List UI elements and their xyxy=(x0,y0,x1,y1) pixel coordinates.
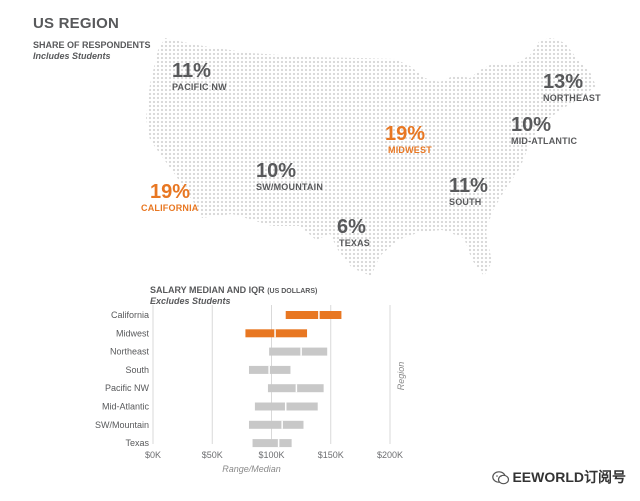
region-sw-mountain: 10% SW/MOUNTAIN xyxy=(256,160,323,192)
iqr-bar xyxy=(269,347,328,356)
region-pct: 10% xyxy=(256,160,297,182)
map-note: Includes Students xyxy=(33,51,111,61)
region-pct: 11% xyxy=(449,175,488,197)
chart-title-unit: (US DOLLARS) xyxy=(267,288,318,295)
chart-title: SALARY MEDIAN AND IQR (US DOLLARS) xyxy=(150,285,317,295)
region-name: CALIFORNIA xyxy=(141,203,199,213)
region-northeast: 13% NORTHEAST xyxy=(543,71,601,103)
wechat-icon xyxy=(492,471,510,485)
region-name: SOUTH xyxy=(449,197,482,207)
region-texas: 6% TEXAS xyxy=(337,216,370,248)
category-label: South xyxy=(125,365,149,375)
chart-title-text: SALARY MEDIAN AND IQR xyxy=(150,285,265,295)
region-name: PACIFIC NW xyxy=(172,82,227,92)
region-south: 11% SOUTH xyxy=(449,175,488,207)
region-midwest: 19% MIDWEST xyxy=(385,123,432,155)
category-label: Mid-Atlantic xyxy=(102,402,150,412)
us-map-shape xyxy=(146,38,596,276)
region-pct: 6% xyxy=(337,216,366,238)
us-dot-map xyxy=(146,38,596,276)
category-label: Texas xyxy=(125,438,149,448)
iqr-bar xyxy=(252,439,292,448)
x-tick-label: $50K xyxy=(202,450,223,460)
x-axis-label: Range/Median xyxy=(222,464,281,474)
watermark: EEWORLD订阅号 xyxy=(492,467,626,487)
map-subtitle: SHARE OF RESPONDENTS xyxy=(33,40,151,50)
region-pct: 13% xyxy=(543,71,584,93)
chart-subtitle: Excludes Students xyxy=(150,296,231,306)
category-label: Pacific NW xyxy=(105,383,150,393)
region-pacific-nw: 11% PACIFIC NW xyxy=(172,60,227,92)
y-axis-label: Region xyxy=(396,362,406,391)
iqr-bar xyxy=(285,311,342,319)
iqr-bar xyxy=(248,420,304,429)
region-name: MIDWEST xyxy=(388,145,432,155)
x-tick-label: $0K xyxy=(145,450,161,460)
region-name: TEXAS xyxy=(339,238,371,248)
region-california: 19% CALIFORNIA xyxy=(141,181,199,213)
category-label: SW/Mountain xyxy=(95,420,149,430)
region-mid-atlantic: 10% MID-ATLANTIC xyxy=(511,114,577,146)
region-pct: 11% xyxy=(172,60,211,82)
iqr-bar xyxy=(245,329,308,338)
region-pct: 19% xyxy=(150,181,191,203)
region-name: NORTHEAST xyxy=(543,93,601,103)
page-title: US REGION xyxy=(33,15,119,32)
region-name: SW/MOUNTAIN xyxy=(256,182,324,192)
region-name: MID-ATLANTIC xyxy=(511,136,578,146)
category-label: California xyxy=(111,310,149,320)
category-label: Northeast xyxy=(110,347,150,357)
watermark-text: EEWORLD订阅号 xyxy=(512,469,626,485)
region-pct: 10% xyxy=(511,114,552,136)
x-tick-label: $150K xyxy=(318,450,344,460)
x-tick-label: $200K xyxy=(377,450,403,460)
region-pct: 19% xyxy=(385,123,426,145)
category-label: Midwest xyxy=(116,328,150,338)
x-tick-label: $100K xyxy=(258,450,284,460)
